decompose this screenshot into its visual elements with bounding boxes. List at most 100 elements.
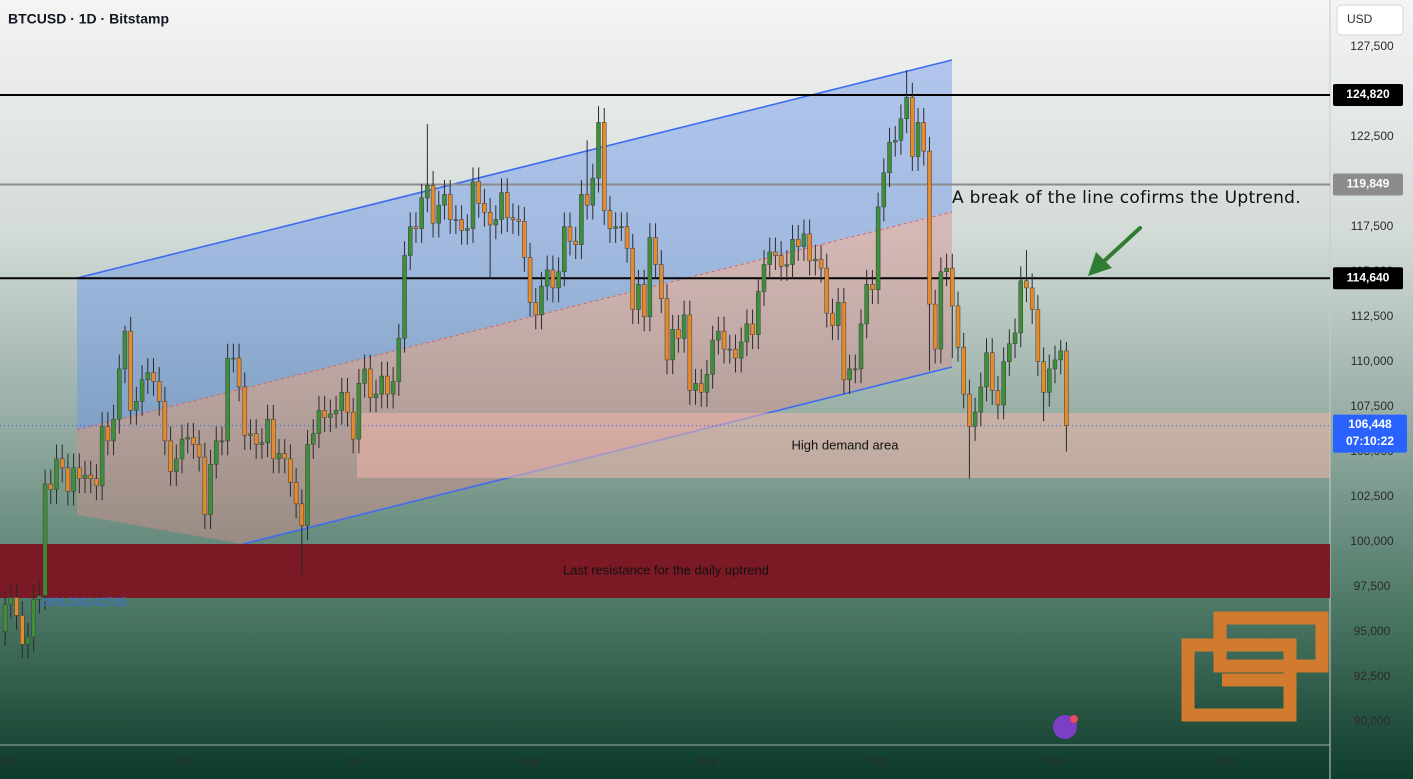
candle-body — [185, 437, 190, 440]
candle-body — [544, 269, 550, 287]
candle-body — [1064, 350, 1069, 426]
candle-body — [881, 172, 887, 208]
candle-body — [413, 226, 419, 229]
last-price-box — [1333, 414, 1407, 453]
candle-body — [841, 302, 847, 380]
resistance-zone — [0, 544, 1330, 598]
candle-body — [710, 339, 715, 375]
x-tick-label: May — [0, 754, 16, 768]
candle-body — [31, 598, 36, 638]
candle-body — [368, 368, 373, 398]
arrow — [1088, 226, 1142, 276]
candle-body — [721, 330, 727, 350]
candle-body — [385, 375, 390, 395]
candle-body — [670, 329, 675, 361]
x-tick-label: Dec — [1215, 754, 1236, 768]
candle-body — [1018, 280, 1023, 334]
candle-body — [972, 411, 978, 427]
candle-body — [533, 302, 539, 316]
candle-body — [499, 192, 504, 220]
price-boxes: 124,820 119,849 114,640 106,448 07:10:22 — [1333, 84, 1407, 453]
drawings — [0, 59, 1330, 598]
candle-body — [733, 348, 738, 359]
candle-body — [42, 483, 48, 596]
candle-body — [681, 314, 687, 339]
candle-body — [271, 419, 276, 460]
candle-body — [756, 291, 761, 335]
candle-body — [767, 251, 772, 265]
candle-body — [698, 383, 704, 393]
candle-body — [322, 410, 327, 418]
candle-body — [1047, 368, 1052, 393]
level-label-box — [1333, 84, 1403, 107]
candle-body — [596, 122, 601, 179]
chart-title: BTCUSD · 1D · Bitstamp — [8, 11, 169, 27]
candle-body — [430, 185, 436, 224]
candle-body — [293, 482, 299, 505]
logo-block — [1213, 611, 1329, 673]
candle-body — [356, 383, 362, 440]
y-tick-label: 92,500 — [1354, 669, 1391, 683]
candle-body — [750, 323, 755, 335]
candle-body — [333, 410, 339, 415]
candle-body — [94, 478, 99, 487]
candle-body — [310, 433, 316, 445]
candle-body — [1024, 280, 1029, 289]
candle-body — [835, 302, 841, 326]
y-tick-label: 127,500 — [1350, 39, 1394, 53]
ratio-label: 2891209242765 — [40, 595, 127, 609]
candle-body — [641, 284, 647, 317]
level-label: 119,849 — [1347, 177, 1390, 191]
candle-body — [225, 357, 230, 442]
candle-body — [504, 192, 510, 218]
candle-body — [134, 401, 139, 411]
candle-body — [419, 197, 424, 229]
y-tick-label: 110,000 — [1351, 354, 1394, 368]
candle-body — [738, 341, 744, 359]
candle-body — [619, 226, 624, 228]
candle-body — [853, 368, 858, 371]
candle-body — [522, 221, 527, 258]
candle-body — [37, 595, 42, 600]
x-tick-label: Nov — [1044, 754, 1065, 768]
candle-body — [48, 483, 54, 490]
candle-body — [562, 226, 567, 272]
candle-body — [425, 185, 430, 199]
candle-body — [927, 150, 932, 305]
candle-body — [892, 140, 898, 143]
candle-body — [25, 636, 31, 645]
currency: USD — [1347, 12, 1373, 26]
candle-body — [516, 219, 521, 222]
candle-body — [858, 323, 864, 370]
candle-body — [470, 181, 476, 229]
candle-body — [664, 298, 670, 361]
resistance-zone-label: Last resistance for the daily uptrend — [563, 562, 769, 577]
candle-body — [539, 285, 544, 316]
candle-body — [288, 458, 293, 483]
candle-body — [465, 228, 470, 231]
candle-body — [1035, 309, 1041, 362]
candle-body — [248, 433, 253, 436]
x-tick-label: Jun — [172, 754, 191, 768]
y-tick-label: 102,500 — [1350, 489, 1394, 503]
candle-body — [82, 474, 88, 479]
currency-box[interactable] — [1336, 4, 1404, 36]
candle-body — [556, 271, 561, 289]
candle-body — [242, 386, 248, 436]
candle-body — [436, 204, 442, 224]
channel-top-line — [76, 59, 953, 279]
candle-body — [989, 352, 995, 391]
candle-body — [156, 381, 162, 402]
assistant-icon[interactable] — [1053, 715, 1078, 739]
candle-body — [573, 240, 578, 245]
candle-body — [362, 368, 367, 384]
channel-upper-fill — [77, 60, 952, 430]
candle-body — [1001, 361, 1006, 406]
candle-body — [1029, 287, 1035, 310]
candle-body — [88, 474, 93, 479]
level-label: 124,820 — [1346, 87, 1390, 101]
candle-body — [847, 368, 852, 380]
candle-body — [459, 219, 464, 231]
candle-body — [875, 206, 881, 290]
